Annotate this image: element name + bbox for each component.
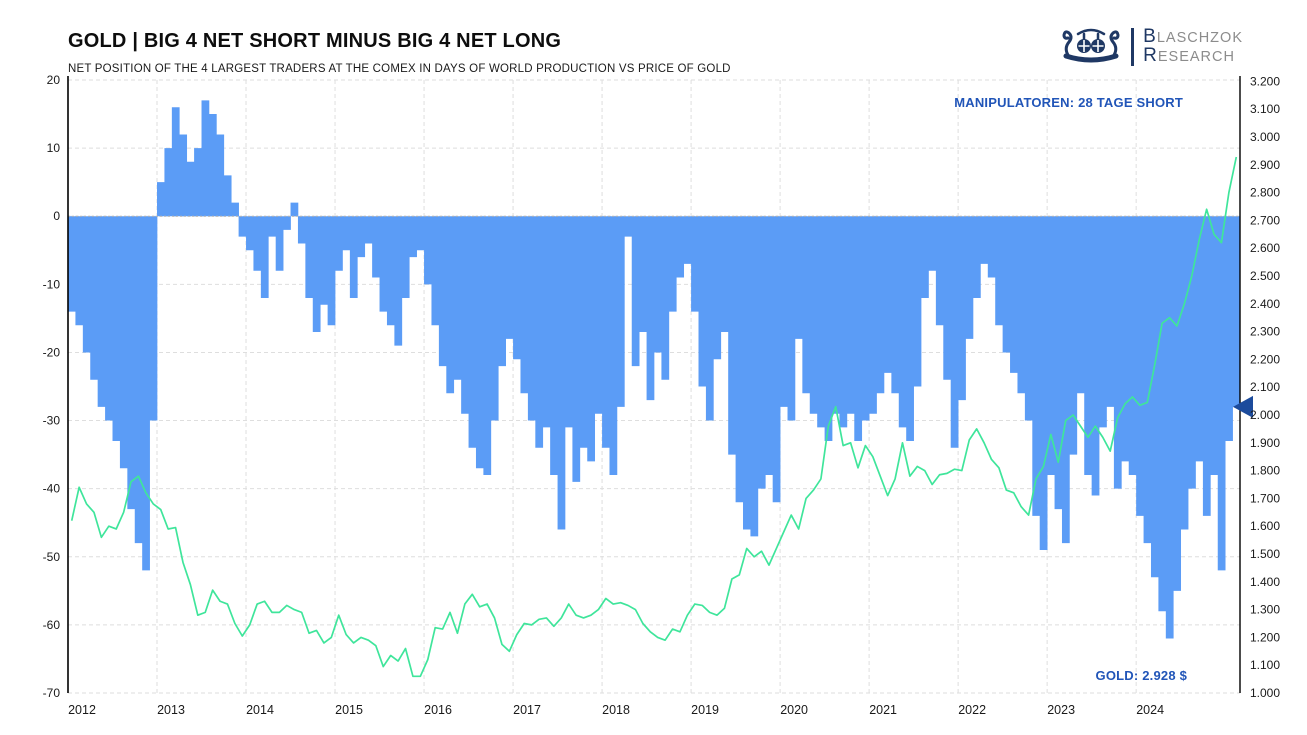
- svg-text:2.700: 2.700: [1250, 213, 1280, 227]
- svg-text:1.300: 1.300: [1250, 603, 1280, 617]
- gold-price-annotation: GOLD: 2.928 $: [1095, 668, 1187, 683]
- svg-text:2.900: 2.900: [1250, 158, 1280, 172]
- svg-text:10: 10: [47, 141, 61, 155]
- svg-text:2020: 2020: [780, 703, 808, 717]
- svg-text:2016: 2016: [424, 703, 452, 717]
- page-subtitle: NET POSITION OF THE 4 LARGEST TRADERS AT…: [68, 63, 731, 75]
- svg-text:2021: 2021: [869, 703, 897, 717]
- svg-text:2.600: 2.600: [1250, 241, 1280, 255]
- logo-word-research: ESEARCH: [1157, 48, 1235, 65]
- svg-text:1.600: 1.600: [1250, 519, 1280, 533]
- svg-text:1.100: 1.100: [1250, 658, 1280, 672]
- current-position-arrow-icon: [1233, 395, 1253, 418]
- svg-text:2015: 2015: [335, 703, 363, 717]
- svg-text:1.200: 1.200: [1250, 630, 1280, 644]
- svg-text:-40: -40: [43, 482, 61, 496]
- svg-text:20: 20: [47, 73, 61, 87]
- svg-text:-20: -20: [43, 345, 61, 359]
- svg-text:2023: 2023: [1047, 703, 1075, 717]
- svg-text:2017: 2017: [513, 703, 541, 717]
- svg-text:2022: 2022: [958, 703, 986, 717]
- svg-text:-70: -70: [43, 686, 61, 700]
- svg-text:2014: 2014: [246, 703, 274, 717]
- svg-text:2024: 2024: [1136, 703, 1164, 717]
- blaschzok-research-logo: BLASCHZOK RESEARCH: [1060, 22, 1243, 71]
- svg-text:2.200: 2.200: [1250, 352, 1280, 366]
- viking-ship-icon: [1060, 22, 1122, 71]
- svg-text:3.100: 3.100: [1250, 102, 1280, 116]
- logo-initial-r: R: [1143, 44, 1158, 66]
- svg-text:3.000: 3.000: [1250, 130, 1280, 144]
- svg-text:2013: 2013: [157, 703, 185, 717]
- logo-divider: [1131, 27, 1135, 66]
- manipulators-position-annotation: MANIPULATOREN: 28 TAGE SHORT: [954, 95, 1183, 110]
- svg-text:1.000: 1.000: [1250, 686, 1280, 700]
- svg-text:2019: 2019: [691, 703, 719, 717]
- svg-text:1.400: 1.400: [1250, 575, 1280, 589]
- svg-text:1.700: 1.700: [1250, 491, 1280, 505]
- svg-text:-50: -50: [43, 550, 61, 564]
- svg-text:2.000: 2.000: [1250, 408, 1280, 422]
- svg-text:0: 0: [53, 209, 60, 223]
- page-title: GOLD | BIG 4 NET SHORT MINUS BIG 4 NET L…: [68, 30, 562, 52]
- svg-text:-30: -30: [43, 414, 61, 428]
- logo-wordmark: BLASCHZOK RESEARCH: [1143, 25, 1243, 66]
- logo-word-blaschzok: LASCHZOK: [1156, 29, 1243, 46]
- svg-text:2.300: 2.300: [1250, 325, 1280, 339]
- svg-text:2012: 2012: [68, 703, 96, 717]
- svg-text:1.900: 1.900: [1250, 436, 1280, 450]
- svg-text:2.500: 2.500: [1250, 269, 1280, 283]
- svg-text:-10: -10: [43, 277, 61, 291]
- svg-text:-60: -60: [43, 618, 61, 632]
- svg-text:3.200: 3.200: [1250, 74, 1280, 88]
- svg-text:2.100: 2.100: [1250, 380, 1280, 394]
- svg-text:2.800: 2.800: [1250, 186, 1280, 200]
- svg-text:1.800: 1.800: [1250, 464, 1280, 478]
- logo-initial-b: B: [1143, 25, 1157, 47]
- svg-text:1.500: 1.500: [1250, 547, 1280, 561]
- svg-text:2.400: 2.400: [1250, 297, 1280, 311]
- svg-text:2018: 2018: [602, 703, 630, 717]
